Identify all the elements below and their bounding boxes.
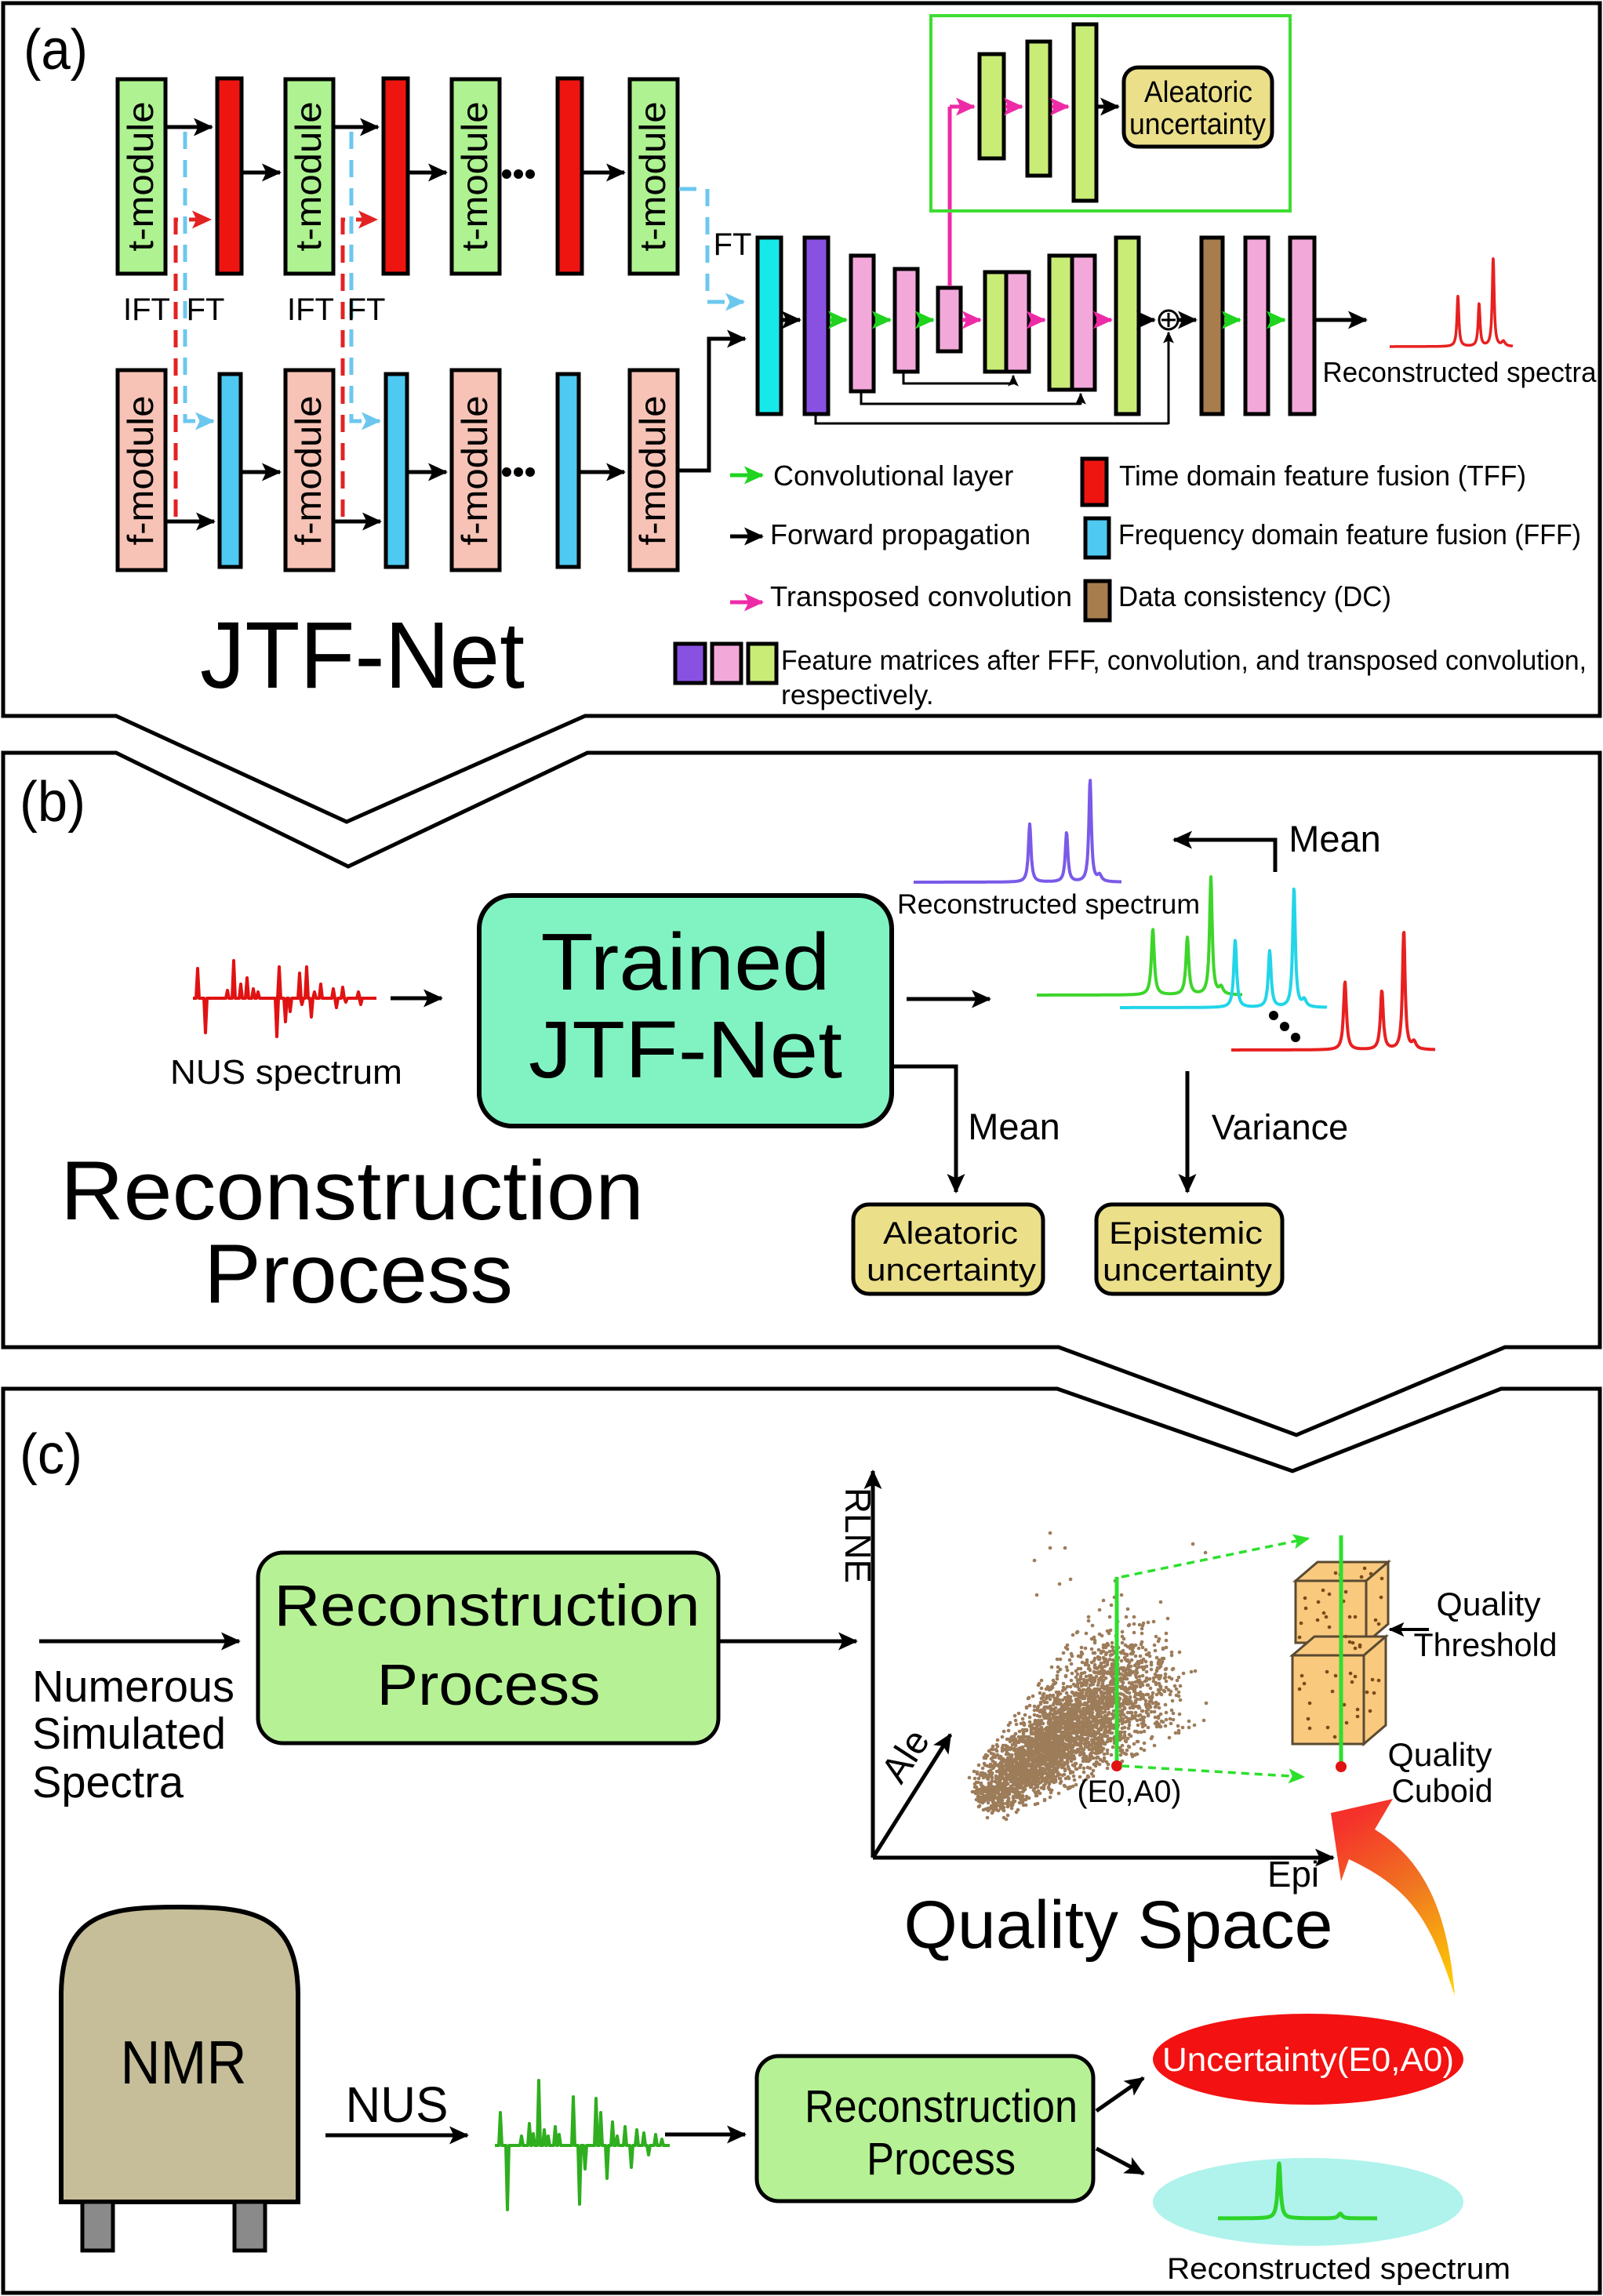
svg-text:Quality: Quality <box>1388 1736 1492 1773</box>
svg-text:Cuboid: Cuboid <box>1392 1772 1493 1809</box>
svg-text:JTF-Net: JTF-Net <box>529 1004 842 1095</box>
svg-text:Simulated: Simulated <box>32 1709 226 1759</box>
svg-text:Threshold: Threshold <box>1414 1626 1558 1663</box>
svg-text:Aleatoric: Aleatoric <box>1144 76 1252 109</box>
svg-text:Transposed convolution: Transposed convolution <box>770 580 1072 612</box>
svg-text:uncertainty: uncertainty <box>1103 1253 1272 1288</box>
svg-text:Data consistency (DC): Data consistency (DC) <box>1118 580 1391 612</box>
svg-text:f-module: f-module <box>288 396 329 546</box>
svg-text:t-module: t-module <box>288 102 329 252</box>
svg-text:RLNE: RLNE <box>838 1488 878 1583</box>
svg-text:NUS spectrum: NUS spectrum <box>170 1053 402 1092</box>
svg-text:t-module: t-module <box>632 102 673 252</box>
svg-text:(E0,A0): (E0,A0) <box>1078 1775 1182 1809</box>
svg-text:Reconstructed spectrum: Reconstructed spectrum <box>1167 2253 1510 2286</box>
svg-text:NUS: NUS <box>346 2076 449 2133</box>
svg-text:Uncertainty(E0,A0): Uncertainty(E0,A0) <box>1162 2041 1454 2079</box>
svg-text:f-module: f-module <box>120 396 161 546</box>
svg-text:Reconstruction: Reconstruction <box>274 1573 700 1638</box>
svg-text:f-module: f-module <box>632 396 673 546</box>
svg-text:Epistemic: Epistemic <box>1109 1216 1263 1251</box>
svg-text:Time domain feature fusion (TF: Time domain feature fusion (TFF) <box>1119 460 1526 492</box>
svg-text:t-module: t-module <box>454 102 495 252</box>
svg-text:Numerous: Numerous <box>32 1662 234 1712</box>
svg-text:Convolutional layer: Convolutional layer <box>773 460 1013 492</box>
svg-text:FT: FT <box>187 292 225 327</box>
svg-text:Quality Space: Quality Space <box>904 1887 1333 1963</box>
svg-text:IFT: IFT <box>123 292 170 327</box>
svg-text:Process: Process <box>867 2134 1016 2185</box>
svg-text:(a): (a) <box>24 19 88 82</box>
svg-text:(b): (b) <box>20 771 85 834</box>
svg-text:Trained: Trained <box>541 917 831 1007</box>
svg-text:Reconstruction: Reconstruction <box>60 1143 644 1237</box>
svg-text:Mean: Mean <box>968 1106 1060 1147</box>
svg-text:Frequency domain feature fusio: Frequency domain feature fusion (FFF) <box>1118 518 1581 550</box>
svg-text:Reconstructed spectrum: Reconstructed spectrum <box>897 889 1200 920</box>
svg-text:Reconstructed spectra: Reconstructed spectra <box>1323 356 1598 388</box>
svg-text:FT: FT <box>347 292 386 327</box>
svg-text:Feature matrices after FFF, co: Feature matrices after FFF, convolution,… <box>781 645 1587 676</box>
svg-text:Aleatoric: Aleatoric <box>883 1216 1018 1251</box>
svg-text:Epi: Epi <box>1267 1854 1319 1895</box>
svg-text:NMR: NMR <box>121 2028 247 2097</box>
svg-text:Variance: Variance <box>1212 1107 1348 1147</box>
svg-text:uncertainty: uncertainty <box>1129 108 1266 141</box>
svg-text:IFT: IFT <box>287 292 334 327</box>
svg-text:Process: Process <box>204 1226 513 1321</box>
svg-text:Spectra: Spectra <box>32 1757 184 1807</box>
svg-text:f-module: f-module <box>454 396 495 546</box>
svg-text:JTF-Net: JTF-Net <box>200 601 525 708</box>
svg-text:(c): (c) <box>20 1423 82 1486</box>
svg-text:Reconstruction: Reconstruction <box>805 2081 1078 2132</box>
svg-text:uncertainty: uncertainty <box>867 1253 1036 1288</box>
svg-text:FT: FT <box>714 227 752 262</box>
svg-text:Forward propagation: Forward propagation <box>770 518 1030 550</box>
svg-text:respectively.: respectively. <box>781 679 934 710</box>
svg-text:t-module: t-module <box>120 102 161 252</box>
svg-text:Process: Process <box>377 1652 601 1717</box>
svg-text:Mean: Mean <box>1289 818 1381 859</box>
svg-text:Quality: Quality <box>1437 1586 1541 1622</box>
